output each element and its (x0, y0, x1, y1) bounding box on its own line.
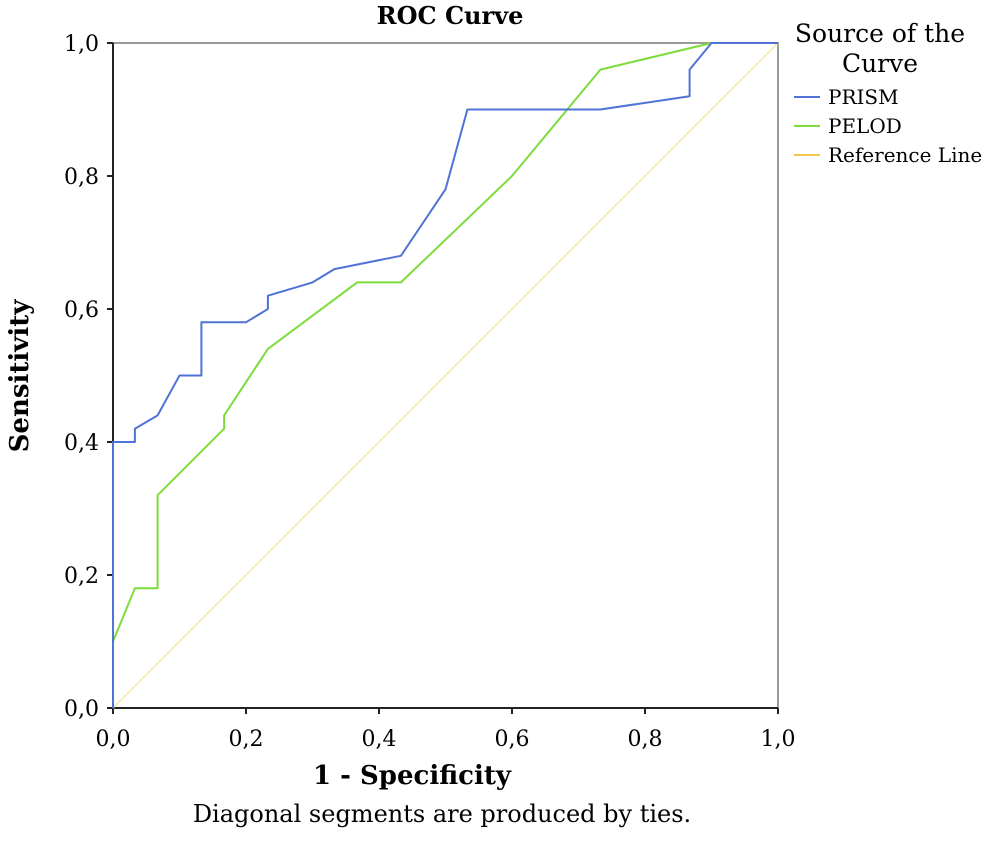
x-tick-label: 0,4 (362, 727, 397, 752)
x-tick-label: 0,6 (495, 727, 530, 752)
legend-label: PRISM (828, 85, 899, 109)
series-line-reference-line (112, 42, 779, 709)
y-tick-label: 0,6 (64, 298, 99, 323)
x-tick-label: 1,0 (761, 727, 796, 752)
y-tick-label: 1,0 (64, 32, 99, 57)
y-tick-label: 0,2 (64, 564, 99, 589)
y-tick-label: 0,8 (64, 165, 99, 190)
legend-label: Reference Line (828, 143, 982, 167)
x-axis-title: 1 - Specificity (313, 761, 512, 791)
axis-ticks: 0,0 0,2 0,4 0,6 0,8 1,0 0,0 0,2 0,4 0,6 0,8 1,0 (64, 32, 796, 752)
x-tick-label: 0,2 (229, 727, 264, 752)
series-lines (112, 42, 779, 709)
y-tick-label: 0,4 (64, 431, 99, 456)
footnote: Diagonal segments are produced by ties. (193, 800, 691, 828)
y-tick-label: 0,0 (64, 697, 99, 722)
chart-title: ROC Curve (377, 1, 524, 30)
series-line-pelod (112, 42, 778, 708)
legend-label: PELOD (828, 114, 902, 138)
x-tick-label: 0,0 (96, 727, 131, 752)
x-tick-label: 0,8 (628, 727, 663, 752)
series-line-prism (112, 42, 778, 708)
legend-title-line-1: Source of the (795, 19, 965, 48)
legend-items: PRISM PELOD Reference Line (794, 85, 982, 167)
legend-title-line-2: Curve (842, 49, 918, 78)
y-axis-title: Sensitivity (5, 299, 35, 453)
legend: Source of the Curve PRISM PELOD Reference … (794, 19, 982, 167)
